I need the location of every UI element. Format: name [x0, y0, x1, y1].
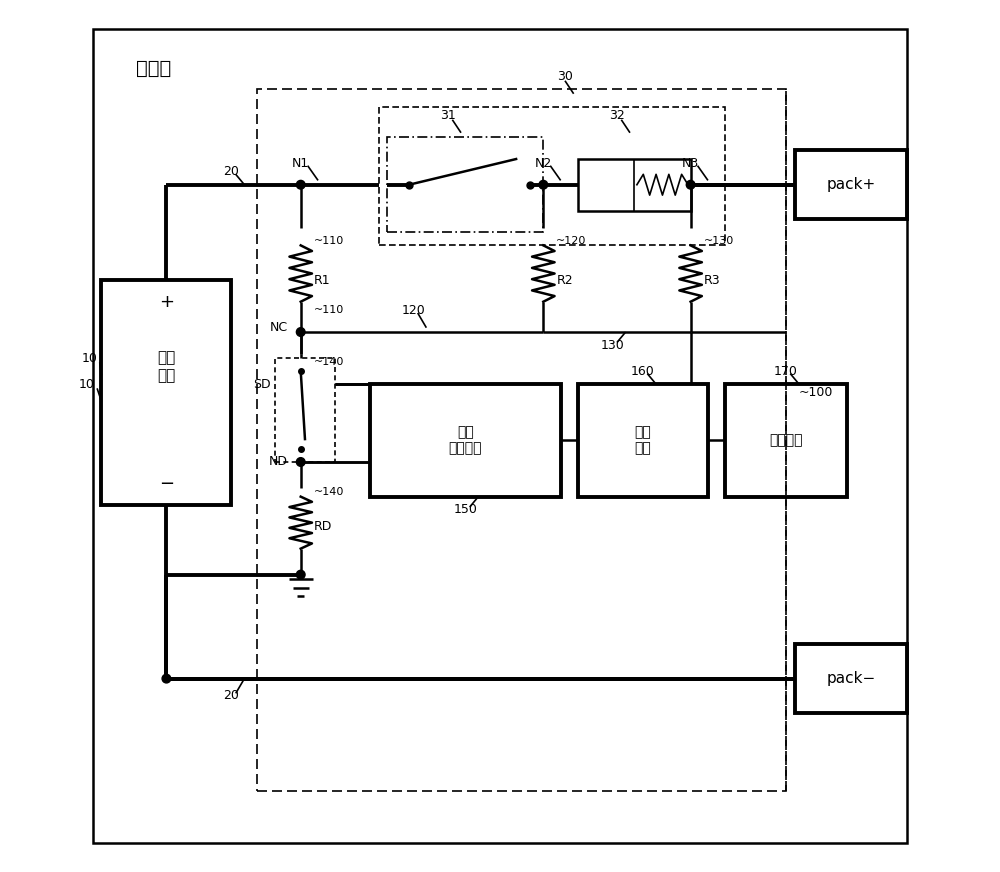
Bar: [370, 384, 561, 497]
Bar: [578, 384, 708, 497]
Text: ~110: ~110: [314, 305, 344, 316]
Text: ~120: ~120: [556, 236, 587, 246]
Text: +: +: [159, 293, 174, 310]
Circle shape: [162, 674, 171, 683]
Circle shape: [296, 328, 305, 337]
Text: 电压
测量单元: 电压 测量单元: [449, 426, 482, 455]
Circle shape: [296, 458, 305, 467]
Text: 150: 150: [453, 503, 477, 516]
Bar: [578, 159, 691, 211]
Text: ~140: ~140: [314, 358, 344, 367]
Bar: [387, 137, 543, 232]
Text: 控制
单元: 控制 单元: [635, 426, 651, 455]
Bar: [379, 106, 725, 245]
Text: 170: 170: [774, 364, 798, 378]
Text: SD: SD: [253, 378, 270, 391]
Bar: [101, 280, 231, 505]
Text: ~140: ~140: [314, 487, 344, 497]
Text: 160: 160: [631, 364, 655, 378]
Text: 10: 10: [79, 378, 95, 391]
Bar: [257, 90, 786, 791]
Text: 31: 31: [440, 109, 456, 122]
Bar: [795, 150, 907, 220]
Text: 130: 130: [601, 338, 625, 351]
Text: 电池组: 电池组: [136, 59, 171, 78]
Circle shape: [686, 181, 695, 189]
Text: ~100: ~100: [799, 386, 833, 399]
Bar: [275, 358, 335, 462]
Text: 20: 20: [223, 690, 239, 703]
Text: ~130: ~130: [704, 236, 734, 246]
Text: N3: N3: [682, 157, 699, 169]
Text: RD: RD: [314, 521, 332, 534]
Text: 存储单元: 存储单元: [769, 433, 803, 447]
Text: R1: R1: [314, 274, 330, 287]
Circle shape: [296, 181, 305, 189]
Text: 10: 10: [81, 351, 97, 364]
Text: R3: R3: [704, 274, 720, 287]
Text: pack−: pack−: [826, 671, 876, 686]
Circle shape: [539, 181, 548, 189]
Text: ND: ND: [269, 455, 288, 468]
Text: 120: 120: [401, 303, 425, 317]
Text: 电池
单元: 电池 单元: [157, 351, 176, 383]
Text: N1: N1: [292, 157, 309, 169]
Text: 30: 30: [557, 70, 573, 83]
Text: ~110: ~110: [314, 236, 344, 246]
Text: N2: N2: [535, 157, 552, 169]
Text: NC: NC: [270, 321, 288, 334]
Text: 20: 20: [223, 165, 239, 178]
Bar: [795, 644, 907, 713]
Text: −: −: [159, 474, 174, 493]
Text: 32: 32: [609, 109, 625, 122]
Bar: [725, 384, 847, 497]
Text: pack+: pack+: [826, 177, 876, 192]
Circle shape: [296, 570, 305, 579]
Text: R2: R2: [556, 274, 573, 287]
